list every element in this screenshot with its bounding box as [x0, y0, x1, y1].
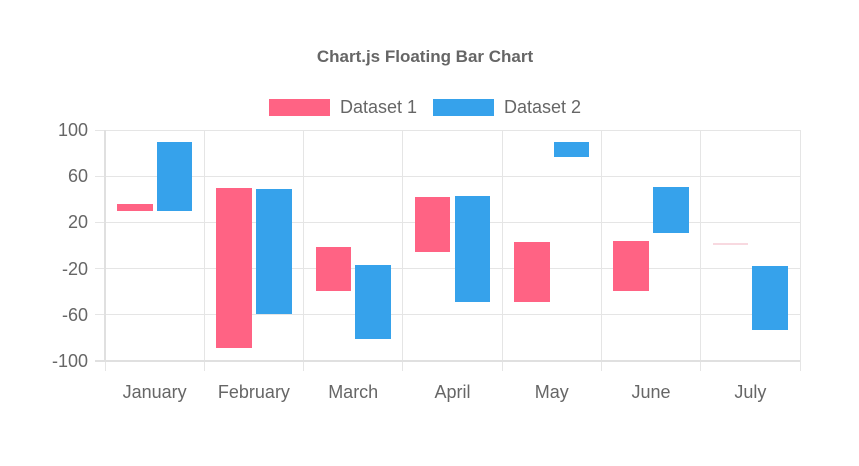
x-gridline — [203, 130, 205, 371]
legend-swatch-dataset-1 — [268, 98, 330, 116]
bar-dataset-1-february[interactable] — [216, 187, 252, 349]
y-axis-tick-label: -100 — [51, 351, 88, 371]
x-gridline — [501, 130, 503, 371]
bar-dataset-2-june[interactable] — [653, 186, 689, 233]
x-axis-tick-label: February — [217, 382, 290, 402]
legend: Dataset 1 Dataset 2 — [0, 98, 850, 116]
bar-dataset-1-april[interactable] — [414, 196, 451, 253]
x-gridline — [600, 130, 602, 371]
bar-dataset-2-january[interactable] — [156, 141, 193, 211]
bar-dataset-2-february[interactable] — [255, 188, 292, 314]
x-axis-tick-label: April — [434, 382, 471, 402]
legend-label-dataset-1: Dataset 1 — [339, 97, 417, 117]
x-axis-tick-label: June — [631, 382, 671, 402]
x-gridline — [303, 130, 305, 371]
bar-dataset-1-june[interactable] — [613, 240, 650, 291]
x-axis-border — [95, 360, 800, 362]
y-gridline — [95, 268, 800, 270]
legend-item-dataset-1[interactable]: Dataset 1 — [268, 97, 417, 117]
bar-dataset-1-january[interactable] — [116, 203, 153, 211]
x-gridline — [700, 130, 702, 371]
x-gridline — [799, 130, 801, 371]
x-axis-tick-label: January — [122, 382, 187, 402]
y-axis-tick-label: 20 — [67, 212, 88, 233]
y-axis-tick-label: 100 — [57, 120, 88, 140]
bar-dataset-1-july[interactable] — [712, 243, 749, 246]
y-axis-tick-label: 60 — [67, 166, 88, 187]
y-gridline — [95, 129, 800, 131]
y-axis-border — [104, 130, 106, 361]
x-axis-tick-label: May — [534, 382, 569, 402]
chart-title: Chart.js Floating Bar Chart — [316, 47, 534, 66]
x-gridline — [402, 130, 404, 371]
bar-dataset-2-july[interactable] — [752, 266, 789, 330]
y-axis-tick-label: -60 — [61, 304, 88, 325]
x-axis-tick-label: March — [328, 382, 379, 402]
legend-item-dataset-2[interactable]: Dataset 2 — [433, 98, 581, 116]
bar-dataset-1-march[interactable] — [315, 246, 352, 291]
bar-dataset-2-march[interactable] — [355, 265, 391, 340]
y-axis-tick-label: -20 — [61, 258, 88, 279]
bar-dataset-2-may[interactable] — [553, 141, 590, 157]
legend-swatch-dataset-2 — [433, 98, 494, 116]
y-gridline — [95, 175, 800, 177]
bar-dataset-2-april[interactable] — [454, 195, 491, 303]
y-gridline — [95, 314, 800, 316]
bar-dataset-1-may[interactable] — [514, 242, 550, 303]
legend-label-dataset-2: Dataset 2 — [504, 97, 582, 117]
x-axis-tick-label: July — [734, 382, 767, 402]
